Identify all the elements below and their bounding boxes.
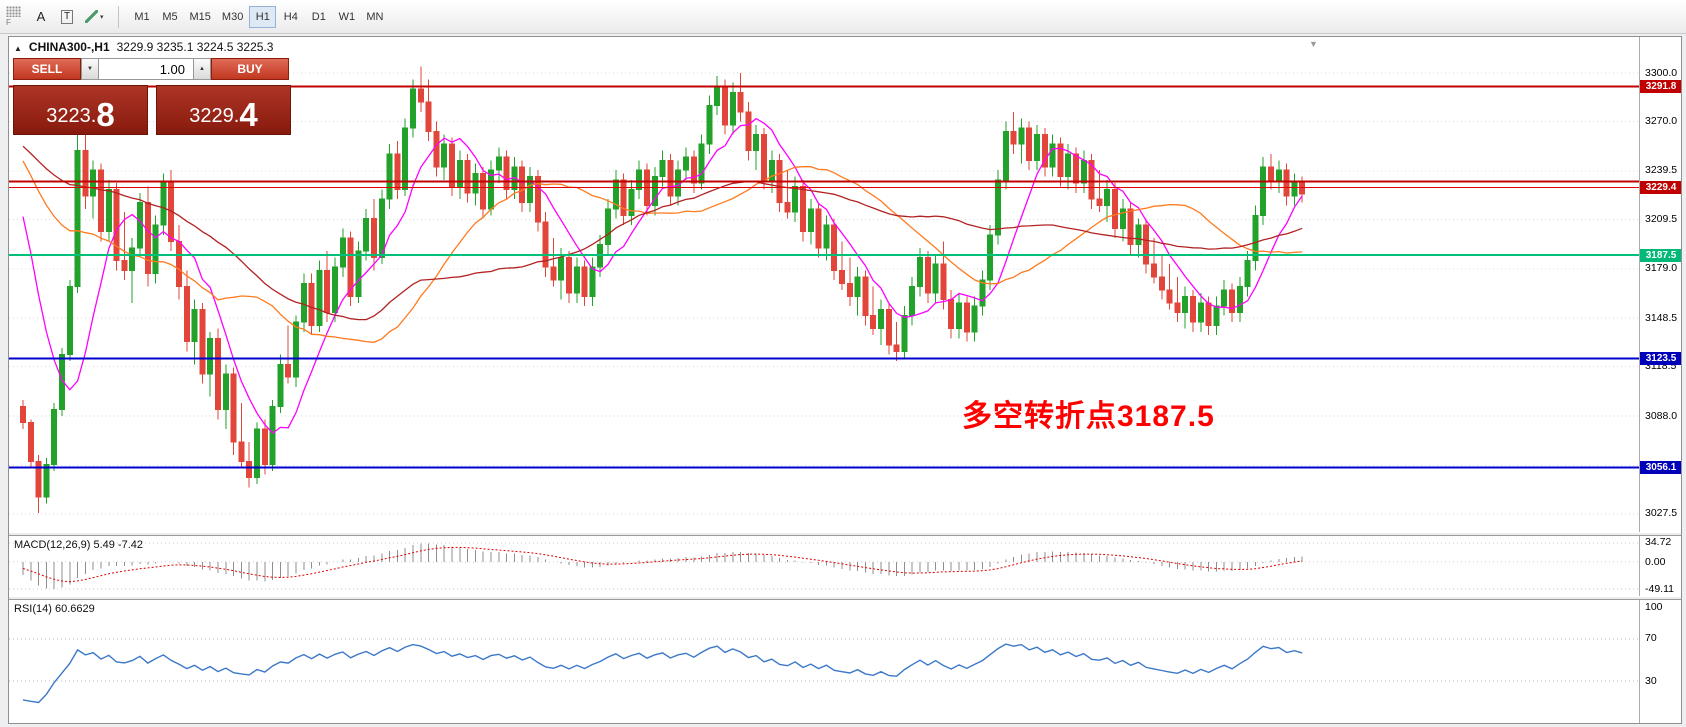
macd-chart xyxy=(9,542,1639,590)
pane-divider[interactable] xyxy=(9,532,1681,536)
chart-ohlc-header: ▲ CHINA300-,H1 3229.9 3235.1 3224.5 3225… xyxy=(14,40,273,54)
toolbar-gripper[interactable]: F xyxy=(6,6,21,27)
axis-tick-label: 3088.0 xyxy=(1645,409,1678,422)
shapes-icon xyxy=(85,10,98,23)
axis-tick-label: 3179.0 xyxy=(1645,262,1678,275)
price-axis-separator xyxy=(1639,536,1640,596)
axis-tick-label: 3148.5 xyxy=(1645,311,1678,324)
price-tag: 3291.8 xyxy=(1640,79,1681,93)
price-axis-separator xyxy=(1639,600,1640,723)
price-tag: 3056.1 xyxy=(1640,461,1681,475)
buy-button[interactable]: BUY xyxy=(211,58,289,80)
buy-price-int: 3229 xyxy=(189,105,234,127)
timeframe-toolbar: M1 M5 M15 M30 H1 H4 D1 W1 MN xyxy=(129,5,389,28)
axis-tick-label: -49.11 xyxy=(1645,582,1674,595)
volume-input[interactable] xyxy=(99,58,193,80)
timeframe-button-m1[interactable]: M1 xyxy=(129,6,156,28)
price-tag: 3229.4 xyxy=(1640,180,1681,194)
volume-decrease-button[interactable]: ▼ xyxy=(81,58,99,80)
chart-shift-marker-icon[interactable]: ▼ xyxy=(1309,39,1318,49)
label-tool-button[interactable]: T xyxy=(55,5,79,29)
toolbar-separator xyxy=(117,5,119,28)
text-tool-icon: A xyxy=(36,9,46,24)
chart-annotation-text: 多空转折点3187.5 xyxy=(962,400,1215,433)
price-tag: 3187.5 xyxy=(1640,248,1681,262)
buy-price-display[interactable]: 3229. 4 xyxy=(156,85,291,135)
macd-pane[interactable]: MACD(12,26,9) 5.49 -7.42 34.72 0.00 -49.11 xyxy=(9,536,1681,596)
axis-tick-label: 3270.0 xyxy=(1645,115,1678,128)
rsi-label: RSI(14) 60.6629 xyxy=(14,603,95,615)
sell-price-int: 3223 xyxy=(46,105,91,127)
toolbar: F A T ▾ M1 M5 M15 M30 H1 H4 D1 W1 MN xyxy=(0,0,1686,34)
timeframe-button-mn[interactable]: MN xyxy=(361,6,388,28)
symbol-period-label: CHINA300-,H1 xyxy=(28,40,110,54)
axis-tick-label: 3300.0 xyxy=(1645,66,1678,79)
axis-tick-label: 3209.5 xyxy=(1645,212,1678,225)
axis-tick-label: 34.72 xyxy=(1645,536,1672,549)
timeframe-button-m30[interactable]: M30 xyxy=(217,6,248,28)
timeframe-button-m5[interactable]: M5 xyxy=(157,6,184,28)
f-label: F xyxy=(6,18,11,27)
label-tool-icon: T xyxy=(60,9,74,24)
one-click-trading-panel: SELL ▼ ▲ BUY 3223.8 3229.4 xyxy=(13,58,291,135)
price-tag: 3123.5 xyxy=(1640,352,1681,366)
timeframe-button-w1[interactable]: W1 xyxy=(333,6,360,28)
main-chart-pane[interactable]: ▲ CHINA300-,H1 3229.9 3235.1 3224.5 3225… xyxy=(9,37,1681,532)
chevron-down-icon: ▾ xyxy=(100,13,104,21)
axis-tick-label: 70 xyxy=(1645,632,1657,645)
collapse-icon[interactable]: ▲ xyxy=(14,44,22,53)
axis-tick-label: 100 xyxy=(1645,600,1663,613)
price-axis-separator xyxy=(1639,37,1640,532)
axis-tick-label: 3027.5 xyxy=(1645,507,1678,520)
rsi-chart xyxy=(9,638,1639,704)
ohlc-values: 3229.9 3235.1 3224.5 3225.3 xyxy=(116,40,274,54)
axis-tick-label: 0.00 xyxy=(1645,555,1666,568)
macd-label: MACD(12,26,9) 5.49 -7.42 xyxy=(14,539,144,551)
rsi-pane[interactable]: RSI(14) 60.6629 100 70 30 xyxy=(9,600,1681,723)
chart-window: ▲ CHINA300-,H1 3229.9 3235.1 3224.5 3225… xyxy=(8,36,1682,724)
pane-divider[interactable] xyxy=(9,596,1681,600)
candlestick-chart[interactable] xyxy=(9,37,1681,532)
volume-increase-button[interactable]: ▲ xyxy=(193,58,211,80)
buy-price-frac: 4 xyxy=(239,95,258,133)
shapes-dropdown-button[interactable]: ▾ xyxy=(81,5,108,29)
sell-price-frac: 8 xyxy=(96,95,115,133)
timeframe-button-h1[interactable]: H1 xyxy=(249,5,277,28)
timeframe-button-m15[interactable]: M15 xyxy=(185,6,216,28)
gripper-dots-icon xyxy=(6,6,21,17)
sell-price-dot: . xyxy=(90,105,97,127)
text-tool-button[interactable]: A xyxy=(29,5,53,29)
timeframe-button-h4[interactable]: H4 xyxy=(277,6,304,28)
buy-price-dot: . xyxy=(233,105,240,127)
axis-tick-label: 3239.5 xyxy=(1645,164,1678,177)
sell-button[interactable]: SELL xyxy=(13,58,81,80)
timeframe-button-d1[interactable]: D1 xyxy=(305,6,332,28)
axis-tick-label: 30 xyxy=(1645,674,1657,687)
sell-price-display[interactable]: 3223. 8 xyxy=(13,85,148,135)
